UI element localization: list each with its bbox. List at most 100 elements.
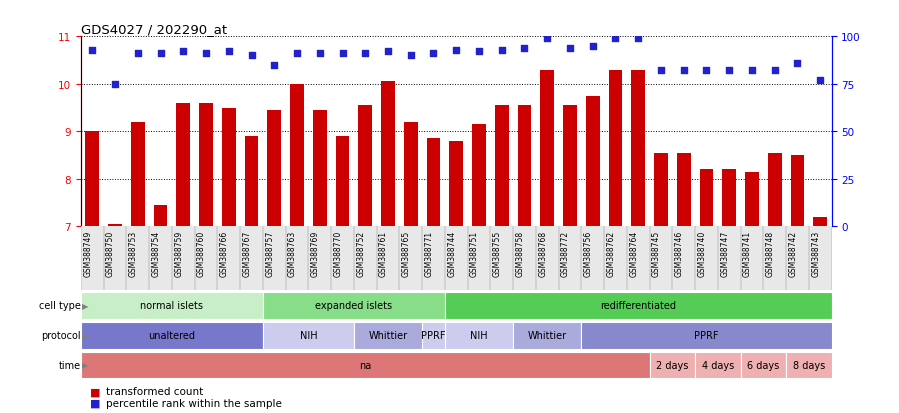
- Text: GSM388743: GSM388743: [811, 230, 820, 276]
- Text: GSM388752: GSM388752: [356, 230, 365, 276]
- Text: GSM388757: GSM388757: [265, 230, 274, 276]
- Bar: [563, 106, 577, 227]
- Text: GSM388765: GSM388765: [402, 230, 411, 276]
- Text: Whittier: Whittier: [528, 330, 566, 340]
- Text: GSM388754: GSM388754: [152, 230, 161, 276]
- Point: [358, 51, 372, 57]
- Point: [722, 68, 736, 75]
- Bar: [723, 170, 736, 227]
- Point: [631, 36, 645, 43]
- Bar: [222, 108, 236, 227]
- FancyBboxPatch shape: [445, 292, 832, 319]
- Point: [130, 51, 145, 57]
- Text: GSM388759: GSM388759: [174, 230, 183, 276]
- Bar: [699, 170, 713, 227]
- Point: [813, 78, 827, 84]
- Text: transformed count: transformed count: [106, 387, 203, 396]
- Point: [677, 68, 691, 75]
- FancyBboxPatch shape: [582, 322, 832, 349]
- Bar: [85, 132, 99, 227]
- Text: GSM388745: GSM388745: [652, 230, 661, 276]
- Bar: [790, 156, 805, 227]
- Bar: [495, 106, 509, 227]
- Bar: [631, 70, 645, 227]
- Text: GDS4027 / 202290_at: GDS4027 / 202290_at: [81, 23, 227, 36]
- Bar: [404, 123, 417, 227]
- Bar: [609, 70, 622, 227]
- Text: 4 days: 4 days: [702, 360, 734, 370]
- Text: GSM388758: GSM388758: [515, 230, 524, 276]
- Point: [744, 68, 759, 75]
- Text: GSM388755: GSM388755: [493, 230, 502, 276]
- Text: PPRF: PPRF: [422, 330, 446, 340]
- Text: GSM388767: GSM388767: [243, 230, 252, 276]
- Text: GSM388762: GSM388762: [607, 230, 616, 276]
- Point: [426, 51, 441, 57]
- Text: GSM388760: GSM388760: [197, 230, 206, 276]
- FancyBboxPatch shape: [445, 322, 513, 349]
- Text: GSM388753: GSM388753: [129, 230, 138, 276]
- FancyBboxPatch shape: [263, 292, 445, 319]
- Bar: [359, 106, 372, 227]
- Text: ▶: ▶: [82, 301, 89, 310]
- Point: [654, 68, 668, 75]
- Point: [176, 49, 191, 56]
- Bar: [313, 111, 326, 227]
- Bar: [200, 104, 213, 227]
- Bar: [586, 96, 600, 227]
- FancyBboxPatch shape: [741, 352, 786, 378]
- Text: GSM388764: GSM388764: [629, 230, 638, 276]
- Text: GSM388768: GSM388768: [539, 230, 547, 276]
- Text: ■: ■: [90, 398, 104, 408]
- Bar: [677, 153, 690, 227]
- Text: 2 days: 2 days: [656, 360, 689, 370]
- Point: [313, 51, 327, 57]
- Text: GSM388769: GSM388769: [311, 230, 320, 276]
- Point: [540, 36, 555, 43]
- Text: GSM388747: GSM388747: [720, 230, 729, 276]
- Text: GSM388746: GSM388746: [675, 230, 684, 276]
- Point: [289, 51, 304, 57]
- Text: NIH: NIH: [470, 330, 488, 340]
- Text: PPRF: PPRF: [694, 330, 718, 340]
- Bar: [176, 104, 190, 227]
- Point: [609, 36, 623, 43]
- Text: GSM388744: GSM388744: [447, 230, 457, 276]
- Text: GSM388763: GSM388763: [288, 230, 297, 276]
- FancyBboxPatch shape: [513, 322, 582, 349]
- FancyBboxPatch shape: [786, 352, 832, 378]
- Point: [450, 47, 464, 54]
- Bar: [267, 111, 281, 227]
- Point: [85, 47, 100, 54]
- Text: GSM388749: GSM388749: [84, 230, 93, 276]
- Point: [472, 49, 486, 56]
- Point: [154, 51, 168, 57]
- Bar: [654, 153, 668, 227]
- Point: [108, 81, 122, 88]
- Bar: [768, 153, 781, 227]
- Point: [563, 45, 577, 52]
- Text: 6 days: 6 days: [747, 360, 779, 370]
- Bar: [540, 70, 554, 227]
- Text: GSM388761: GSM388761: [379, 230, 388, 276]
- Text: ▶: ▶: [82, 331, 89, 340]
- Bar: [290, 85, 304, 227]
- Point: [335, 51, 350, 57]
- Text: GSM388741: GSM388741: [743, 230, 752, 276]
- Text: GSM388750: GSM388750: [106, 230, 115, 276]
- Point: [494, 47, 509, 54]
- Text: GSM388751: GSM388751: [470, 230, 479, 276]
- Text: GSM388770: GSM388770: [334, 230, 343, 276]
- Bar: [427, 139, 441, 227]
- Text: ■: ■: [90, 387, 104, 396]
- Text: 8 days: 8 days: [793, 360, 825, 370]
- Bar: [450, 141, 463, 227]
- Point: [404, 53, 418, 59]
- Text: time: time: [58, 360, 81, 370]
- Point: [245, 53, 259, 59]
- FancyBboxPatch shape: [650, 352, 695, 378]
- FancyBboxPatch shape: [354, 322, 423, 349]
- Bar: [381, 82, 395, 227]
- Text: GSM388740: GSM388740: [698, 230, 707, 276]
- FancyBboxPatch shape: [81, 322, 263, 349]
